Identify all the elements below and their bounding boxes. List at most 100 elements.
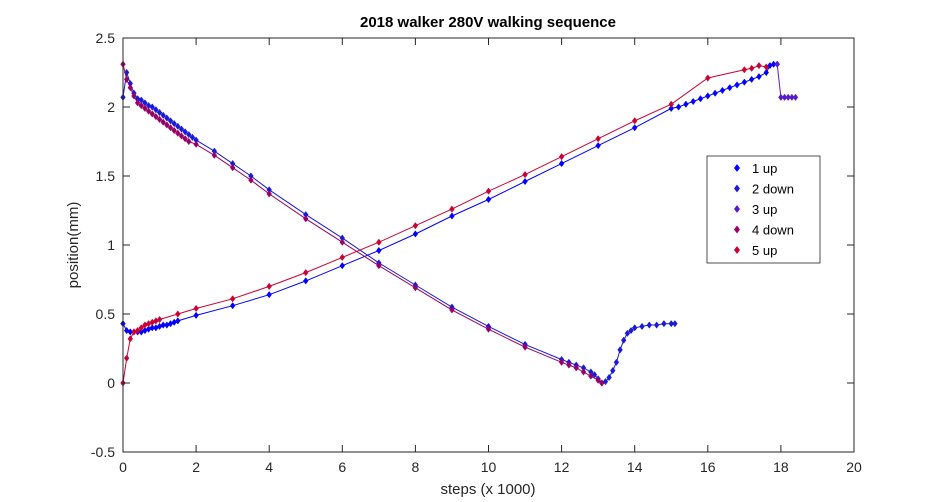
data-point: [167, 117, 174, 125]
data-point: [748, 75, 755, 84]
data-point: [193, 304, 199, 313]
data-point: [412, 230, 419, 238]
data-point: [485, 187, 492, 195]
data-point: [789, 93, 795, 101]
data-point: [595, 142, 601, 150]
data-point: [661, 320, 667, 328]
data-point: [229, 164, 236, 172]
data-point: [770, 60, 777, 68]
data-point: [339, 253, 346, 262]
legend-marker: [733, 184, 741, 193]
data-point: [167, 124, 174, 132]
data-point: [595, 135, 601, 143]
data-point: [156, 108, 163, 117]
data-point: [339, 238, 346, 246]
x-axis-label: steps (x 1000): [440, 481, 535, 498]
data-point: [376, 262, 382, 270]
y-tick-label: 1: [107, 237, 115, 253]
legend-label: 1 up: [752, 161, 777, 176]
data-point: [631, 117, 638, 125]
legend-marker: [733, 245, 741, 255]
data-point: [785, 93, 791, 101]
data-point: [741, 78, 748, 86]
data-point: [134, 99, 141, 107]
data-point: [164, 121, 170, 129]
data-point: [376, 246, 382, 255]
data-point: [229, 295, 236, 303]
x-tick-label: 14: [627, 459, 643, 475]
x-tick-label: 10: [481, 459, 497, 475]
data-point: [646, 321, 653, 329]
data-point: [149, 103, 155, 111]
data-point: [229, 302, 236, 310]
data-point: [193, 311, 199, 319]
data-point: [668, 100, 674, 108]
data-point: [171, 119, 177, 128]
data-point: [588, 372, 594, 380]
y-tick-label: 2: [107, 99, 115, 115]
data-marks: [120, 60, 799, 387]
data-point: [211, 151, 218, 159]
data-point: [339, 262, 346, 270]
data-point: [127, 335, 134, 343]
data-point: [149, 324, 155, 332]
data-point: [182, 135, 188, 143]
data-point: [171, 126, 177, 135]
data-point: [697, 95, 704, 103]
x-tick-label: 12: [554, 459, 570, 475]
data-point: [668, 104, 674, 112]
data-point: [558, 159, 565, 168]
data-point: [186, 130, 192, 139]
x-tick-label: 4: [265, 459, 273, 475]
data-point: [175, 122, 181, 130]
data-point: [522, 171, 528, 179]
data-point: [741, 66, 748, 74]
data-point: [558, 358, 565, 366]
data-point: [134, 326, 141, 335]
data-point: [599, 379, 605, 387]
data-point: [712, 89, 718, 97]
data-point: [485, 325, 492, 333]
data-point: [123, 75, 130, 84]
data-point: [123, 354, 130, 362]
data-point: [449, 205, 455, 213]
y-tick-label: 0.5: [96, 306, 116, 322]
data-point: [613, 358, 620, 366]
data-point: [639, 322, 645, 331]
data-point: [756, 73, 762, 81]
x-axis-ticks: 0 2 4 6 8 10 12 14 16 18 20: [119, 38, 862, 475]
data-point: [412, 222, 419, 230]
series-1: [120, 60, 780, 336]
data-point: [138, 102, 144, 110]
data-point: [175, 310, 181, 318]
data-point: [595, 376, 601, 384]
y-axis-ticks: -0.5 0 0.5 1 1.5 2 2.5: [91, 30, 854, 460]
data-point: [653, 321, 660, 329]
data-point: [573, 364, 579, 372]
data-point: [266, 190, 272, 198]
data-point: [131, 92, 137, 100]
legend-label: 2 down: [752, 182, 794, 197]
legend-label: 5 up: [752, 243, 777, 258]
data-point: [153, 106, 159, 114]
series-4: [120, 60, 605, 387]
legend-marker: [733, 225, 741, 234]
data-point: [142, 104, 148, 112]
data-point: [566, 361, 572, 369]
chart-title: 2018 walker 280V walking sequence: [360, 14, 616, 31]
series-3: [774, 60, 799, 101]
data-point: [558, 153, 565, 161]
data-point: [672, 320, 678, 328]
data-point: [705, 92, 711, 100]
data-point: [266, 282, 272, 291]
data-point: [610, 366, 616, 375]
data-point: [631, 324, 638, 332]
data-point: [156, 315, 163, 324]
data-point: [193, 140, 199, 148]
data-point: [705, 74, 711, 82]
series-5: [120, 61, 769, 387]
y-tick-label: -0.5: [91, 444, 115, 460]
data-point: [156, 115, 163, 124]
data-point: [449, 212, 455, 220]
data-point: [153, 113, 159, 121]
